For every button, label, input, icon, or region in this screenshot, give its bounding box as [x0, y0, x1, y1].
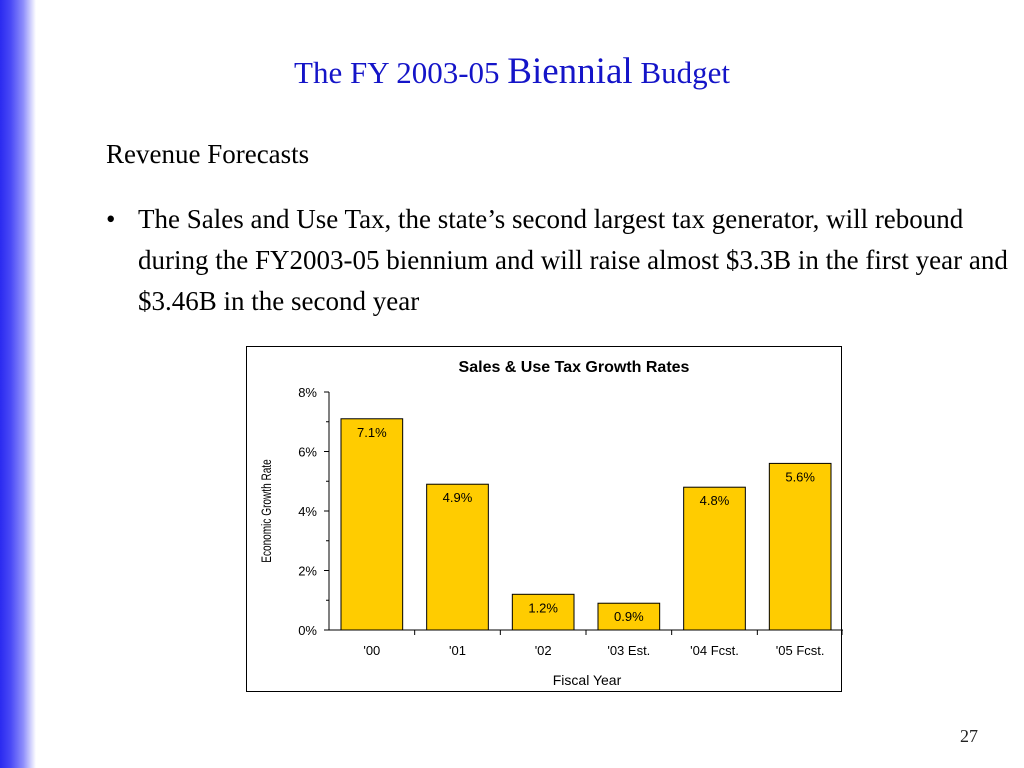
- x-tick-label: '03 Est.: [607, 643, 650, 658]
- slide-title: The FY 2003-05 Biennial Budget: [0, 50, 1024, 93]
- x-axis-label: Fiscal Year: [553, 672, 622, 688]
- bar: [340, 418, 404, 631]
- data-label: 0.9%: [614, 609, 644, 624]
- data-label: 7.1%: [357, 425, 387, 440]
- data-label: 1.2%: [528, 600, 558, 615]
- bar: [426, 483, 489, 631]
- x-tick-label: '04 Fcst.: [690, 643, 739, 658]
- y-tick-label: 6%: [298, 445, 317, 460]
- x-tick-label: '01: [449, 643, 466, 658]
- left-accent-bar: [0, 0, 36, 768]
- y-tick-label: 4%: [298, 504, 317, 519]
- bar: [768, 462, 832, 631]
- bullet-text: The Sales and Use Tax, the state’s secon…: [138, 204, 1008, 316]
- y-tick-label: 2%: [298, 564, 317, 579]
- chart-frame: Sales & Use Tax Growth Rates Economic Gr…: [246, 346, 843, 692]
- bar: [683, 486, 746, 631]
- bar: [597, 602, 661, 631]
- page-number: 27: [960, 726, 978, 746]
- bar-chart: Sales & Use Tax Growth Rates Economic Gr…: [258, 359, 843, 688]
- chart-title: Sales & Use Tax Growth Rates: [459, 359, 690, 376]
- plot-area: 0% 2% 4% 6% 8% 7.1% '00 4.9% '01 1.2% '02 0.9% '03 E…: [298, 385, 843, 658]
- y-tick-label: 0%: [298, 623, 317, 638]
- subheading: Revenue Forecasts: [106, 139, 310, 169]
- title-pre: The FY 2003-05: [294, 55, 508, 90]
- y-tick-label: 8%: [298, 385, 317, 400]
- x-tick-label: '05 Fcst.: [776, 643, 825, 658]
- y-axis-label: Economic Growth Rate: [258, 459, 274, 563]
- data-label: 5.6%: [785, 469, 815, 484]
- data-label: 4.8%: [700, 493, 730, 508]
- bar: [511, 593, 575, 631]
- x-tick-label: '00: [363, 643, 380, 658]
- title-post: Budget: [632, 55, 730, 90]
- bullet-icon: •: [106, 204, 116, 234]
- title-emphasis: Biennial: [507, 51, 633, 92]
- x-tick-label: '02: [535, 643, 552, 658]
- data-label: 4.9%: [443, 490, 473, 505]
